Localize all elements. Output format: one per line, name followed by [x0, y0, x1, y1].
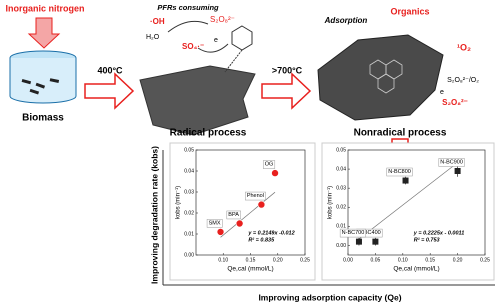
y-tick-label: 0.01 — [336, 224, 346, 230]
point — [257, 200, 266, 209]
x-tick-label: 0.15 — [425, 257, 435, 263]
adsorption-label: Adsorption — [324, 16, 368, 25]
x-tick-label: 0.15 — [246, 257, 256, 263]
y-tick-label: 0.05 — [336, 147, 346, 153]
s2o8-label: S₂O₈²⁻ — [210, 15, 235, 24]
chart-frame — [321, 142, 495, 281]
y-axis-label: kobs (min⁻¹) — [176, 186, 182, 219]
e-label: e — [214, 37, 218, 44]
point-label: N-BC700 — [342, 230, 365, 236]
y-tick-label: 0.05 — [184, 147, 194, 153]
down-arrow — [27, 17, 61, 49]
y-tick-label: 0.04 — [184, 168, 194, 174]
label-box — [206, 219, 223, 228]
x-tick-label: 0.00 — [343, 257, 353, 263]
label-box — [226, 210, 241, 220]
point-label: N-BC900 — [440, 159, 463, 165]
e-label: e — [440, 89, 444, 96]
trend-line — [220, 191, 276, 238]
x-tick-label: 0.20 — [273, 257, 283, 263]
point — [355, 238, 362, 245]
y-tick-label: 0.04 — [336, 166, 346, 172]
y-tick-label: 0.00 — [336, 243, 346, 249]
curve — [167, 20, 209, 33]
bond — [224, 49, 243, 73]
organics-label: Organics — [390, 6, 429, 16]
source-label: Inorganic nitrogen — [5, 3, 84, 13]
s2o8-label: S₂O₈²⁻ — [442, 98, 468, 107]
so4-label: SO₄·⁻ — [182, 42, 204, 51]
label-box — [386, 167, 413, 177]
step-label: >700°C — [272, 65, 303, 75]
x-tick-label: 0.25 — [480, 257, 490, 263]
y-tick-label: 0.03 — [336, 186, 346, 192]
x-axis-label: Qe,cal (mmol/L) — [227, 266, 273, 273]
y-tick-label: 0.01 — [184, 231, 194, 237]
point-label: OG — [265, 162, 274, 168]
point-label: N-BC800 — [388, 169, 411, 175]
arrow — [84, 72, 135, 110]
x-tick-label: 0.05 — [371, 257, 381, 263]
s2o8-o2-label: S₂O₈²⁻/O₂ — [447, 77, 479, 84]
chart-frame — [169, 142, 316, 281]
y-axis-label: kobs (min⁻¹) — [328, 186, 334, 219]
x-axis-label: Qe,cal (mmol/L) — [393, 266, 439, 273]
y-axis-title: Improving degradation rate (kobs) — [149, 146, 159, 284]
ring — [231, 25, 253, 51]
point — [372, 238, 379, 245]
biomass-label: Biomass — [22, 113, 64, 124]
point — [235, 219, 244, 228]
r-squared: R² = 0.835 — [248, 236, 275, 243]
point-label: Phenol — [247, 193, 264, 199]
y-tick-label: 0.02 — [184, 210, 194, 216]
label-box — [438, 158, 465, 167]
x-tick-label: 0.25 — [300, 257, 310, 263]
point — [216, 228, 225, 236]
char — [139, 65, 256, 136]
equation: y = 0.2225x - 0.0011 — [413, 230, 465, 236]
x-tick-label: 0.20 — [453, 257, 463, 263]
y-tick-label: 0.00 — [184, 252, 194, 258]
point-label: N-BC400 — [358, 230, 381, 236]
point-label: SMX — [209, 220, 221, 226]
h2o-label: H₂O — [146, 34, 160, 41]
point-label: BPA — [228, 212, 239, 218]
singlet-label: ¹O₂ — [457, 42, 471, 52]
point — [454, 168, 461, 174]
point — [271, 169, 279, 177]
r-squared: R² = 0.753 — [414, 236, 440, 243]
curve — [197, 43, 229, 53]
oh-label: ·OH — [150, 17, 165, 26]
x-tick-label: 0.10 — [398, 257, 408, 263]
nonradical-label: Nonradical process — [354, 128, 447, 139]
arrow — [261, 72, 312, 110]
radical-label: Radical process — [170, 128, 247, 139]
trend-line — [358, 162, 458, 240]
x-tick-label: 0.10 — [218, 257, 228, 263]
y-tick-label: 0.03 — [184, 189, 194, 195]
bucket — [9, 58, 77, 104]
point — [402, 177, 409, 184]
biomass-pieces — [21, 78, 60, 95]
step-label: 400°C — [97, 65, 123, 75]
graphene — [369, 59, 403, 94]
y-tick-label: 0.02 — [336, 205, 346, 211]
plot-area — [347, 149, 486, 256]
label-box — [262, 160, 276, 169]
equation: y = 0.2149x -0.012 — [247, 230, 294, 236]
label-box — [245, 191, 266, 201]
label-box — [339, 228, 367, 238]
pfrs-label: PFRs consuming — [157, 3, 219, 12]
x-axis-title: Improving adsorption capacity (Qe) — [258, 292, 401, 302]
